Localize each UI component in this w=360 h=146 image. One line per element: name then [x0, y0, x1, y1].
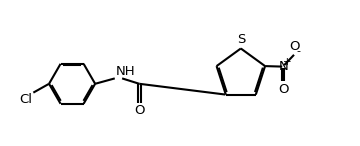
Text: N: N	[278, 60, 288, 73]
Text: -: -	[297, 46, 301, 56]
Text: NH: NH	[115, 65, 135, 78]
Text: O: O	[290, 40, 300, 53]
Text: O: O	[134, 104, 144, 117]
Text: O: O	[278, 83, 288, 96]
Text: Cl: Cl	[19, 93, 32, 106]
Text: +: +	[283, 57, 292, 67]
Text: S: S	[237, 33, 245, 46]
